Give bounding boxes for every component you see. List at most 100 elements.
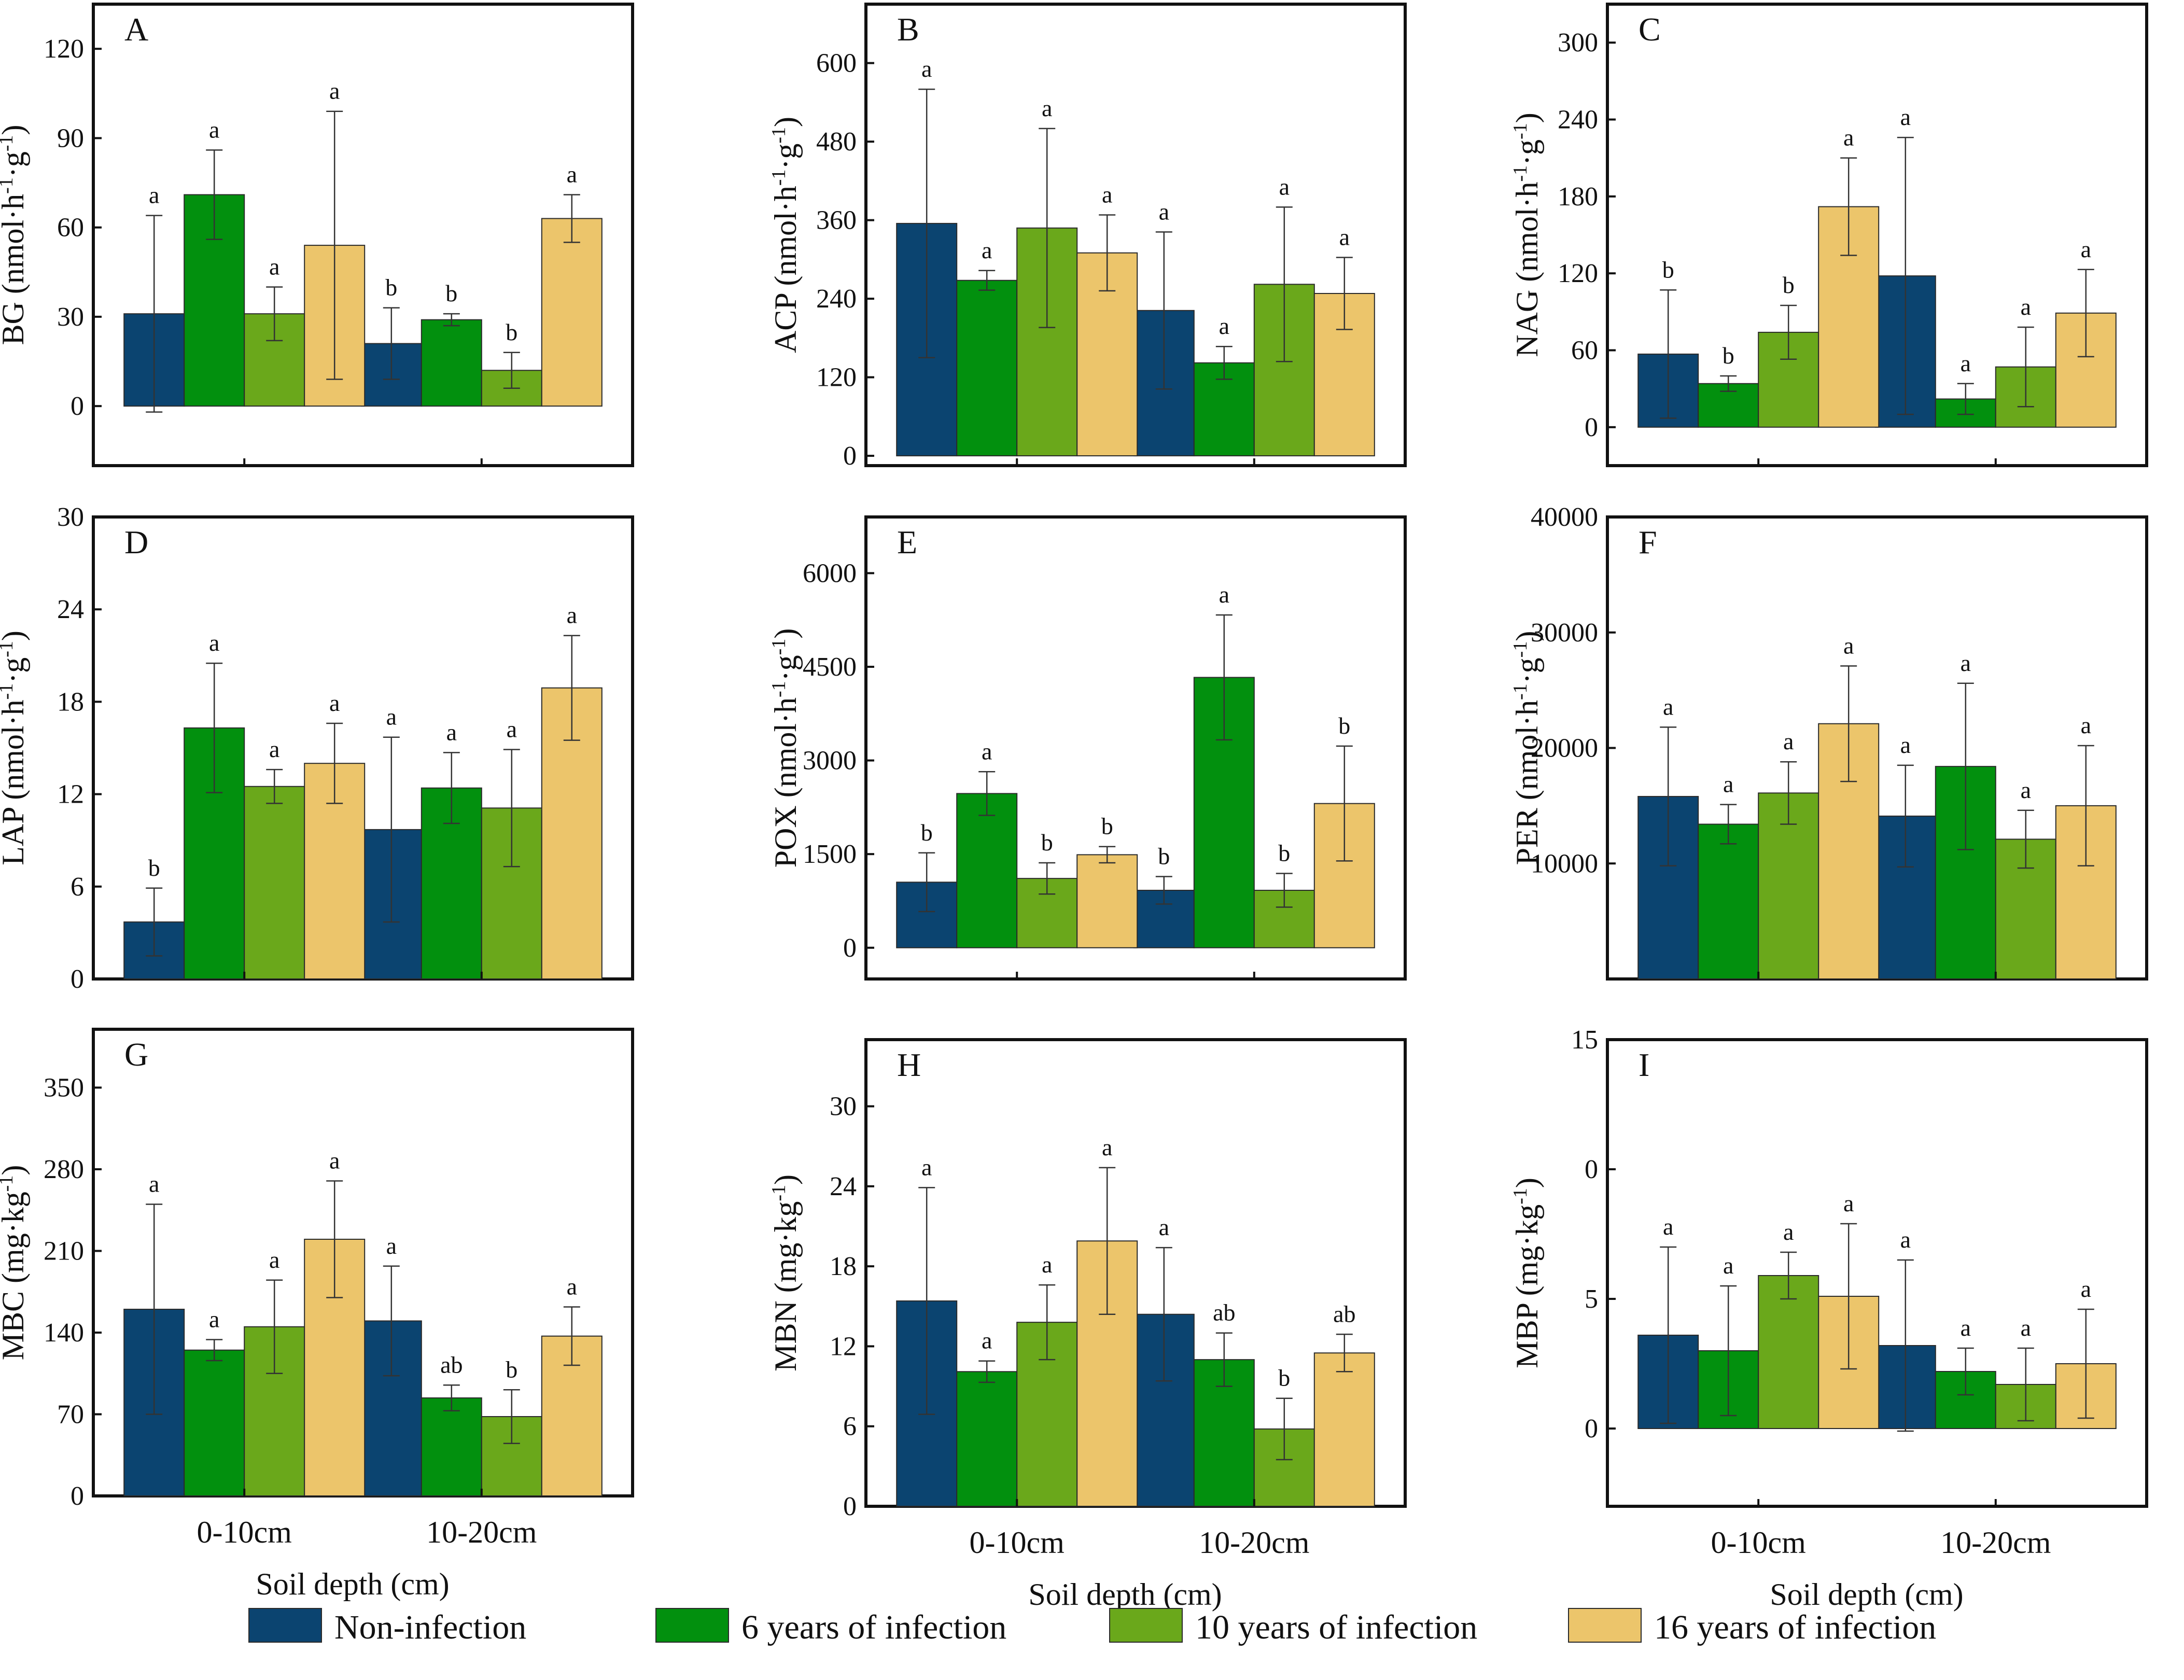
significance-letter: a	[1042, 95, 1052, 121]
significance-letter: a	[1102, 1134, 1112, 1160]
panel-e: E 0 1500 3000 4500 6000 POX (nmol·h-1·g-1) b b a a…	[768, 515, 1407, 981]
legend-item: 10 years of infection	[1109, 1608, 1477, 1646]
y-tick-label: 18	[57, 687, 84, 717]
y-axis-label: MBC (mg·kg-1)	[0, 1165, 30, 1361]
significance-letter: a	[1783, 1219, 1794, 1245]
y-tick-label: 0	[71, 964, 84, 994]
legend-swatch	[1109, 1608, 1183, 1643]
bar-i-s2-c0	[1758, 1275, 1819, 1429]
bar-e-s1-c0	[956, 793, 1018, 948]
panel-letter: B	[897, 11, 919, 48]
significance-letter: b	[1783, 272, 1795, 298]
y-tick-label: 40000	[1531, 502, 1598, 532]
y-tick-label: 0	[1585, 413, 1598, 442]
significance-letter: a	[1663, 1213, 1673, 1240]
bar-b-s1-c0	[956, 279, 1018, 457]
significance-letter: b	[1662, 256, 1674, 283]
y-axis-label: MBN (mg·kg-1)	[768, 1174, 803, 1371]
panel-d: D 0 6 12 18 24 30 LAP (nmol·h-1·g-1) b a a a a a a a	[0, 502, 634, 994]
significance-letter: b	[1278, 840, 1290, 866]
bar-g-s1-c0	[184, 1349, 245, 1496]
significance-letter: b	[1041, 829, 1053, 856]
significance-letter: a	[209, 116, 219, 143]
significance-letter: a	[2081, 712, 2091, 738]
panel-letter: D	[124, 524, 148, 561]
significance-letter: a	[921, 55, 932, 82]
y-tick-label: 600	[816, 49, 857, 78]
y-tick-label: 4500	[803, 652, 857, 682]
y-tick-label: 30	[57, 502, 84, 532]
y-tick-label: 70	[57, 1400, 84, 1430]
y-tick-label: 12	[830, 1332, 857, 1361]
legend-item: 6 years of infection	[655, 1608, 1006, 1646]
y-tick-label: 120	[816, 363, 857, 393]
y-tick-label: 60	[1571, 336, 1598, 366]
y-tick-label: 30000	[1531, 618, 1598, 648]
y-tick-label: 20000	[1531, 734, 1598, 763]
significance-letter: a	[1663, 693, 1673, 720]
bar-a-s1-c1	[421, 319, 482, 407]
y-tick-label: 0	[1585, 1155, 1598, 1184]
y-tick-label: 90	[57, 123, 84, 153]
category-label: 10-20cm	[1940, 1525, 2051, 1560]
significance-letter: a	[1961, 650, 1971, 676]
significance-letter: ab	[1213, 1299, 1235, 1326]
bar-e-s3-c0	[1076, 854, 1138, 948]
significance-letter: a	[921, 1154, 932, 1180]
legend-item: Non-infection	[248, 1608, 526, 1646]
significance-letter: b	[1158, 843, 1170, 870]
y-tick-label: 0	[843, 1492, 857, 1521]
significance-letter: a	[1339, 224, 1350, 250]
significance-letter: b	[1101, 813, 1113, 839]
significance-letter: a	[329, 690, 340, 716]
significance-letter: a	[386, 704, 397, 730]
significance-letter: a	[567, 602, 577, 628]
plot-frame	[1606, 1038, 2148, 1508]
significance-letter: b	[1338, 712, 1350, 739]
y-tick-label: 120	[44, 34, 84, 64]
y-axis-label: MBP (mg·kg-1)	[1509, 1178, 1544, 1368]
x-axis-label: Soil depth (cm)	[256, 1567, 449, 1601]
significance-letter: a	[2081, 1276, 2091, 1302]
y-tick-label: 1500	[803, 839, 857, 869]
significance-letter: a	[1723, 771, 1733, 797]
panel-letter: C	[1639, 11, 1661, 48]
significance-letter: a	[982, 738, 992, 764]
y-tick-label: 350	[44, 1073, 84, 1103]
significance-letter: a	[149, 1171, 159, 1197]
y-tick-label: 10000	[1531, 849, 1598, 878]
significance-letter: a	[269, 1247, 279, 1273]
y-tick-label: 0	[843, 441, 857, 471]
y-tick-label: 210	[44, 1237, 84, 1266]
significance-letter: a	[1783, 728, 1794, 754]
y-tick-label: 120	[1558, 259, 1598, 288]
significance-letter: b	[1278, 1365, 1290, 1391]
panel-letter: I	[1639, 1046, 1649, 1083]
legend-label: 10 years of infection	[1195, 1608, 1477, 1646]
panel-b: B 0 120 240 360 480 600 ACP (nmol·h-1·g-1) a a a a a…	[768, 3, 1407, 471]
significance-letter: a	[1843, 632, 1854, 659]
significance-letter: b	[506, 319, 517, 345]
y-axis-label: PER (nmol·h-1·g-1)	[1509, 631, 1544, 865]
significance-letter: a	[567, 1273, 577, 1300]
plot-frame	[92, 3, 634, 467]
legend-label: 16 years of infection	[1654, 1608, 1936, 1646]
legend-swatch	[655, 1608, 729, 1643]
significance-letter: a	[982, 1327, 992, 1354]
legend-item: 16 years of infection	[1568, 1608, 1936, 1646]
significance-letter: a	[1843, 124, 1854, 151]
bar-f-s3-c0	[1818, 723, 1880, 980]
x-axis-label: Soil depth (cm)	[1028, 1577, 1222, 1612]
significance-letter: b	[506, 1356, 517, 1382]
category-label: 0-10cm	[970, 1525, 1065, 1560]
significance-letter: a	[2021, 777, 2031, 803]
significance-letter: b	[1723, 342, 1734, 369]
legend-swatch	[1568, 1608, 1642, 1643]
significance-letter: b	[148, 855, 160, 881]
bar-a-s3-c1	[541, 218, 603, 407]
significance-letter: a	[209, 629, 219, 656]
bar-a-s1-c0	[184, 194, 245, 407]
legend-label: Non-infection	[334, 1608, 526, 1646]
panel-letter: G	[124, 1036, 148, 1073]
panel-letter: A	[124, 11, 148, 48]
